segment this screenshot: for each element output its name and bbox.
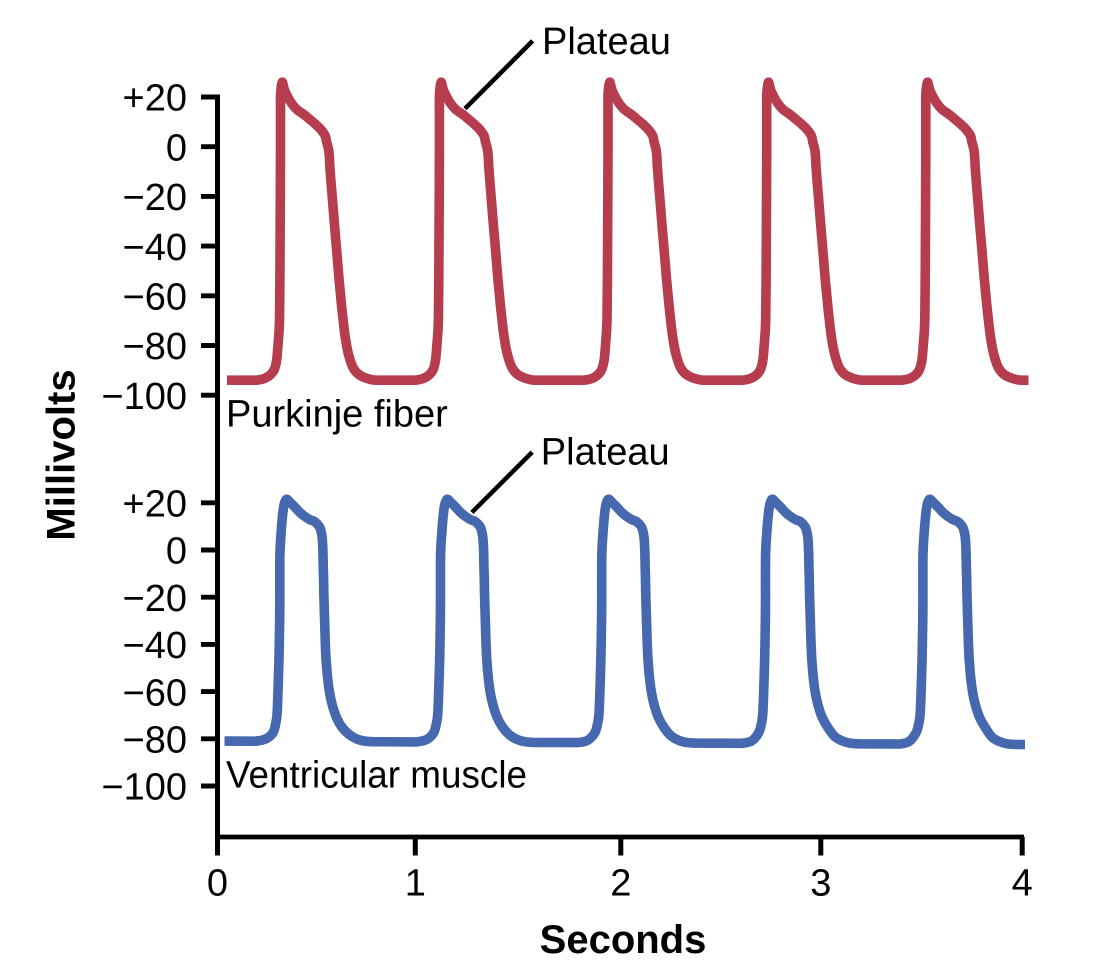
svg-text:3: 3 [810, 863, 831, 905]
svg-text:−20: −20 [123, 578, 187, 620]
svg-text:−60: −60 [123, 672, 187, 714]
svg-text:−40: −40 [123, 625, 187, 667]
svg-text:Millivolts: Millivolts [40, 369, 84, 540]
svg-text:−60: −60 [123, 277, 187, 319]
svg-text:Ventricular muscle: Ventricular muscle [226, 755, 527, 797]
svg-text:Seconds: Seconds [540, 918, 707, 962]
svg-text:2: 2 [610, 863, 631, 905]
svg-text:1: 1 [405, 863, 426, 905]
svg-text:+20: +20 [123, 78, 187, 120]
svg-text:−80: −80 [123, 326, 187, 368]
svg-text:0: 0 [166, 127, 187, 169]
svg-text:Purkinje fiber: Purkinje fiber [226, 393, 448, 435]
svg-text:Plateau: Plateau [542, 21, 671, 63]
svg-text:−20: −20 [123, 177, 187, 219]
svg-text:4: 4 [1012, 863, 1033, 905]
svg-text:0: 0 [207, 863, 228, 905]
svg-text:0: 0 [166, 531, 187, 573]
svg-text:−100: −100 [101, 767, 187, 809]
svg-text:−100: −100 [101, 376, 187, 418]
svg-text:−80: −80 [123, 720, 187, 762]
svg-text:+20: +20 [123, 484, 187, 526]
svg-text:Plateau: Plateau [541, 431, 670, 473]
svg-text:−40: −40 [123, 227, 187, 269]
